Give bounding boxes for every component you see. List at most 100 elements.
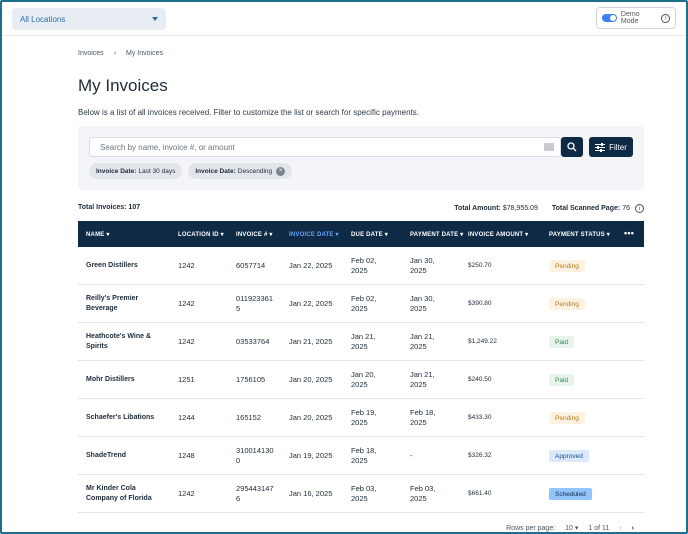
filter-chips: Invoice Date: Last 30 days Invoice Date:… [89,163,293,179]
cell-payment-date: Feb 03, 2025 [410,484,436,503]
demo-mode-toggle[interactable]: Demo Mode i [596,7,676,29]
table-row[interactable]: Mr Kinder Cola Company of Florida 1242 295… [78,475,644,513]
cell-location: 1242 [178,261,195,270]
table-header: NAME ▾ LOCATION ID ▾ INVOICE # ▾ INVOICE… [78,221,644,247]
cell-payment-date: - [410,451,413,460]
table-row[interactable]: ShadeTrend 1248 3100141300 Jan 19, 2025 Feb … [78,437,644,475]
cell-due-date: Feb 02, 2025 [351,294,377,313]
column-label: INVOICE AMOUNT [468,232,524,238]
cell-due-date: Feb 02, 2025 [351,256,377,275]
filter-chip-date-range[interactable]: Invoice Date: Last 30 days [89,163,183,179]
cell-name[interactable]: ShadeTrend [86,452,127,459]
column-label: PAYMENT DATE [410,232,459,238]
table-row[interactable]: Schaefer's Libations 1244 165152 Jan 20, 20… [78,399,644,437]
rows-per-page-select[interactable]: 10 ▾ [565,525,579,532]
search-placeholder: Search by name, invoice #, or amount [100,142,235,152]
cell-amount: $390.80 [468,300,492,307]
invoices-table: NAME ▾ LOCATION ID ▾ INVOICE # ▾ INVOICE… [78,221,644,513]
cell-location: 1242 [178,337,195,346]
breadcrumb: Invoices › My Invoices [78,50,163,57]
chip-key: Invoice Date: [195,167,236,175]
cell-payment-date: Jan 30, 2025 [410,294,435,313]
cell-amount: $661.40 [468,490,492,497]
cell-payment-date: Jan 21, 2025 [410,370,435,389]
total-scanned: Total Scanned Page: 76 i [552,204,644,213]
cell-amount: $1,249.22 [468,338,497,345]
cell-invoice-date: Jan 16, 2025 [289,489,333,498]
column-header-location-id[interactable]: LOCATION ID ▾ [178,232,224,238]
column-label: INVOICE DATE [289,232,334,238]
cell-name[interactable]: Reilly's Premier Beverage [86,295,139,312]
filter-label: Filter [609,142,627,152]
cell-name[interactable]: Heathcote's Wine & Spirits [86,333,152,350]
breadcrumb-my-invoices: My Invoices [126,50,163,57]
cell-invoice: 0119233615 [236,294,273,313]
column-header-payment-date[interactable]: PAYMENT DATE ▾ [410,232,464,238]
column-label: LOCATION ID [178,232,219,238]
cell-location: 1242 [178,489,195,498]
cell-invoice: 03533764 [236,337,270,346]
chevron-right-icon[interactable]: › [631,524,634,532]
filter-chip-sort[interactable]: Invoice Date: Descending × [188,163,293,179]
chip-key: Invoice Date: [96,167,137,175]
cell-due-date: Jan 21, 2025 [351,332,376,351]
table-row[interactable]: Reilly's Premier Beverage 1242 0119233615 J… [78,285,644,323]
cell-location: 1244 [178,413,195,422]
status-badge: Pending [549,260,585,272]
cell-payment-date: Jan 30, 2025 [410,256,435,275]
breadcrumb-invoices[interactable]: Invoices [78,50,104,57]
chevron-right-icon: › [113,50,117,57]
total-scanned-label: Total Scanned Page: [551,205,621,212]
cell-payment-date: Feb 18, 2025 [410,408,436,427]
cell-amount: $326.32 [468,452,492,459]
totals-summary: Total Amount: $78,955.09 Total Scanned P… [454,204,644,213]
cell-name[interactable]: Mohr Distillers [86,376,135,383]
column-header-invoice-date[interactable]: INVOICE DATE ▾ [289,232,339,238]
page-title: My Invoices [78,76,168,95]
rows-per-page-label: Rows per page: [506,524,556,532]
total-amount-value: $78,955.09 [502,205,538,212]
cell-invoice-date: Jan 19, 2025 [289,451,333,460]
total-invoices: Total Invoices: 107 [78,204,141,211]
table-row[interactable]: Green Distillers 1242 6057714 Jan 22, 2025 F… [78,247,644,285]
column-header-payment-status[interactable]: PAYMENT STATUS ▾ [549,232,611,238]
location-select[interactable]: All Locations [12,8,166,30]
cell-name[interactable]: Schaefer's Libations [86,414,155,421]
column-header-name[interactable]: NAME ▾ [86,232,110,238]
cell-amount: $240.50 [468,376,492,383]
cell-name[interactable]: Mr Kinder Cola Company of Florida [86,485,152,502]
column-header-invoice-amount[interactable]: INVOICE AMOUNT ▾ [468,232,529,238]
filter-button[interactable]: Filter [589,137,633,157]
close-icon[interactable]: × [276,166,286,176]
chip-value: Last 30 days [138,167,176,175]
table-row[interactable]: Mohr Distillers 1251 1756105 Jan 20, 2025 Ja… [78,361,644,399]
table-row[interactable]: Heathcote's Wine & Spirits 1242 03533764 Ja… [78,323,644,361]
cell-location: 1251 [178,375,195,384]
toggle-switch-icon[interactable] [602,14,617,22]
search-panel: Search by name, invoice #, or amount Fil… [78,126,644,190]
column-header-due-date[interactable]: DUE DATE ▾ [351,232,388,238]
cell-invoice: 165152 [236,413,262,422]
status-badge: Pending [549,298,585,310]
cell-invoice-date: Jan 20, 2025 [289,413,333,422]
page-info: 1 of 11 [588,524,610,532]
cell-invoice-date: Jan 21, 2025 [289,337,333,346]
rows-per-page-value: 10 [565,525,573,532]
search-button[interactable] [561,137,583,157]
demo-mode-label: Demo Mode [620,11,640,25]
cell-invoice: 6057714 [236,261,266,270]
chevron-down-icon [152,17,158,21]
search-input[interactable]: Search by name, invoice #, or amount [89,137,561,157]
cell-location: 1248 [178,451,195,460]
info-icon[interactable]: i [635,204,644,213]
cell-name[interactable]: Green Distillers [86,262,138,269]
pagination: Rows per page: 10 ▾ 1 of 11 ‹ › [506,524,634,533]
cell-due-date: Feb 03, 2025 [351,484,377,503]
column-header-invoice-number[interactable]: INVOICE # ▾ [236,232,273,238]
page-description: Below is a list of all invoices received… [78,108,420,117]
cell-invoice: 2954431476 [236,484,274,503]
chevron-left-icon[interactable]: ‹ [619,524,622,532]
cell-invoice-date: Jan 22, 2025 [289,299,333,308]
more-options-icon[interactable]: ••• [624,228,635,238]
info-icon[interactable]: i [661,13,671,23]
